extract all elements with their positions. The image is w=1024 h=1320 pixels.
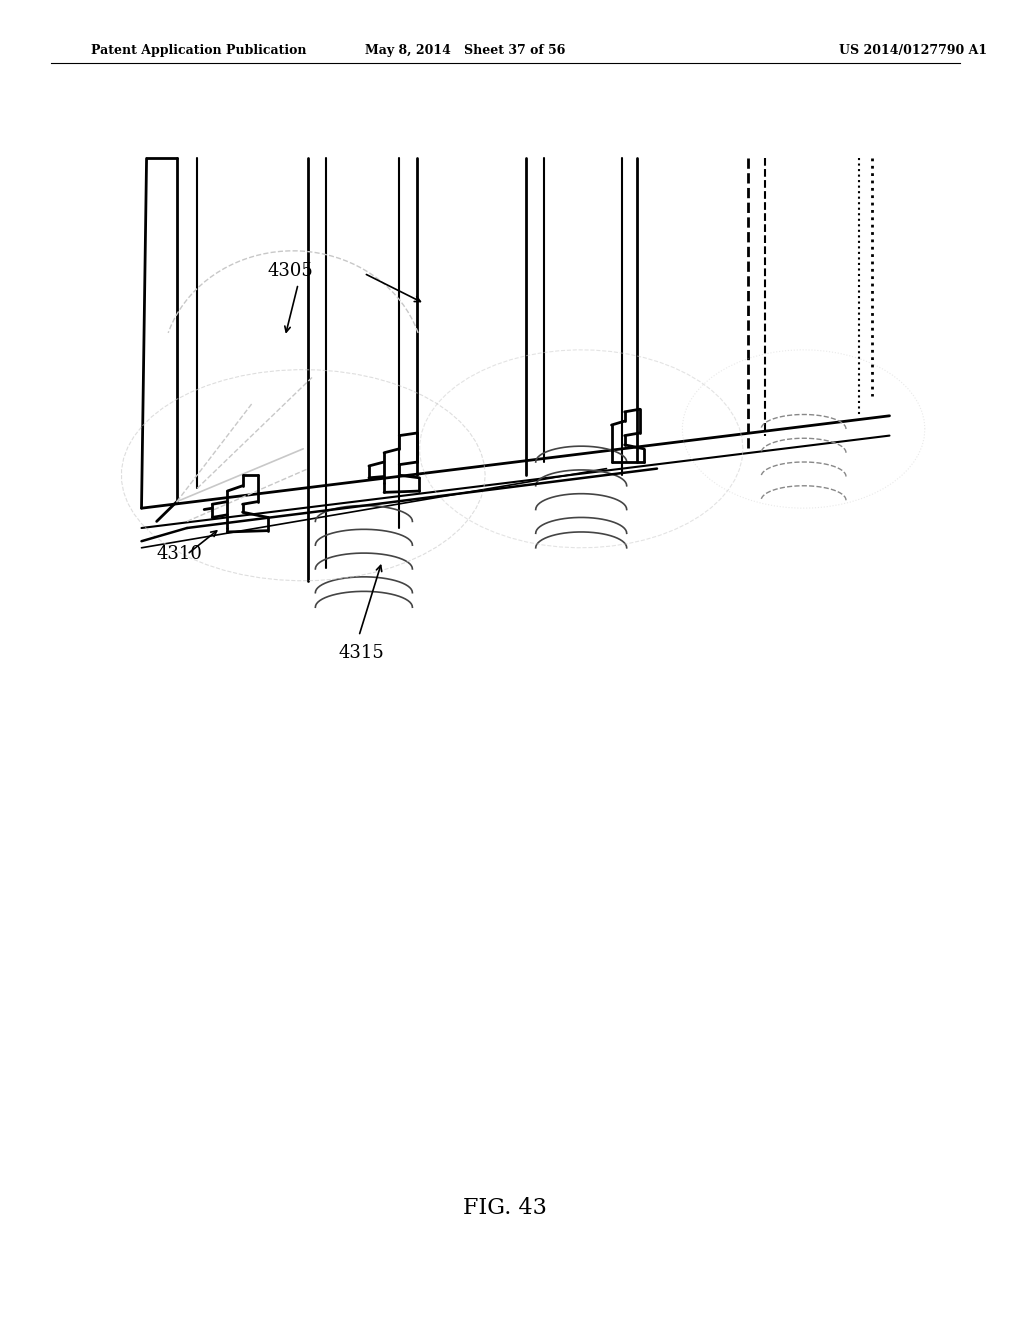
Text: May 8, 2014   Sheet 37 of 56: May 8, 2014 Sheet 37 of 56: [365, 44, 565, 57]
Text: FIG. 43: FIG. 43: [464, 1197, 548, 1218]
Text: 4310: 4310: [157, 545, 203, 564]
Text: Patent Application Publication: Patent Application Publication: [91, 44, 306, 57]
Text: US 2014/0127790 A1: US 2014/0127790 A1: [839, 44, 987, 57]
Text: 4315: 4315: [339, 644, 384, 663]
Text: 4305: 4305: [268, 261, 313, 280]
